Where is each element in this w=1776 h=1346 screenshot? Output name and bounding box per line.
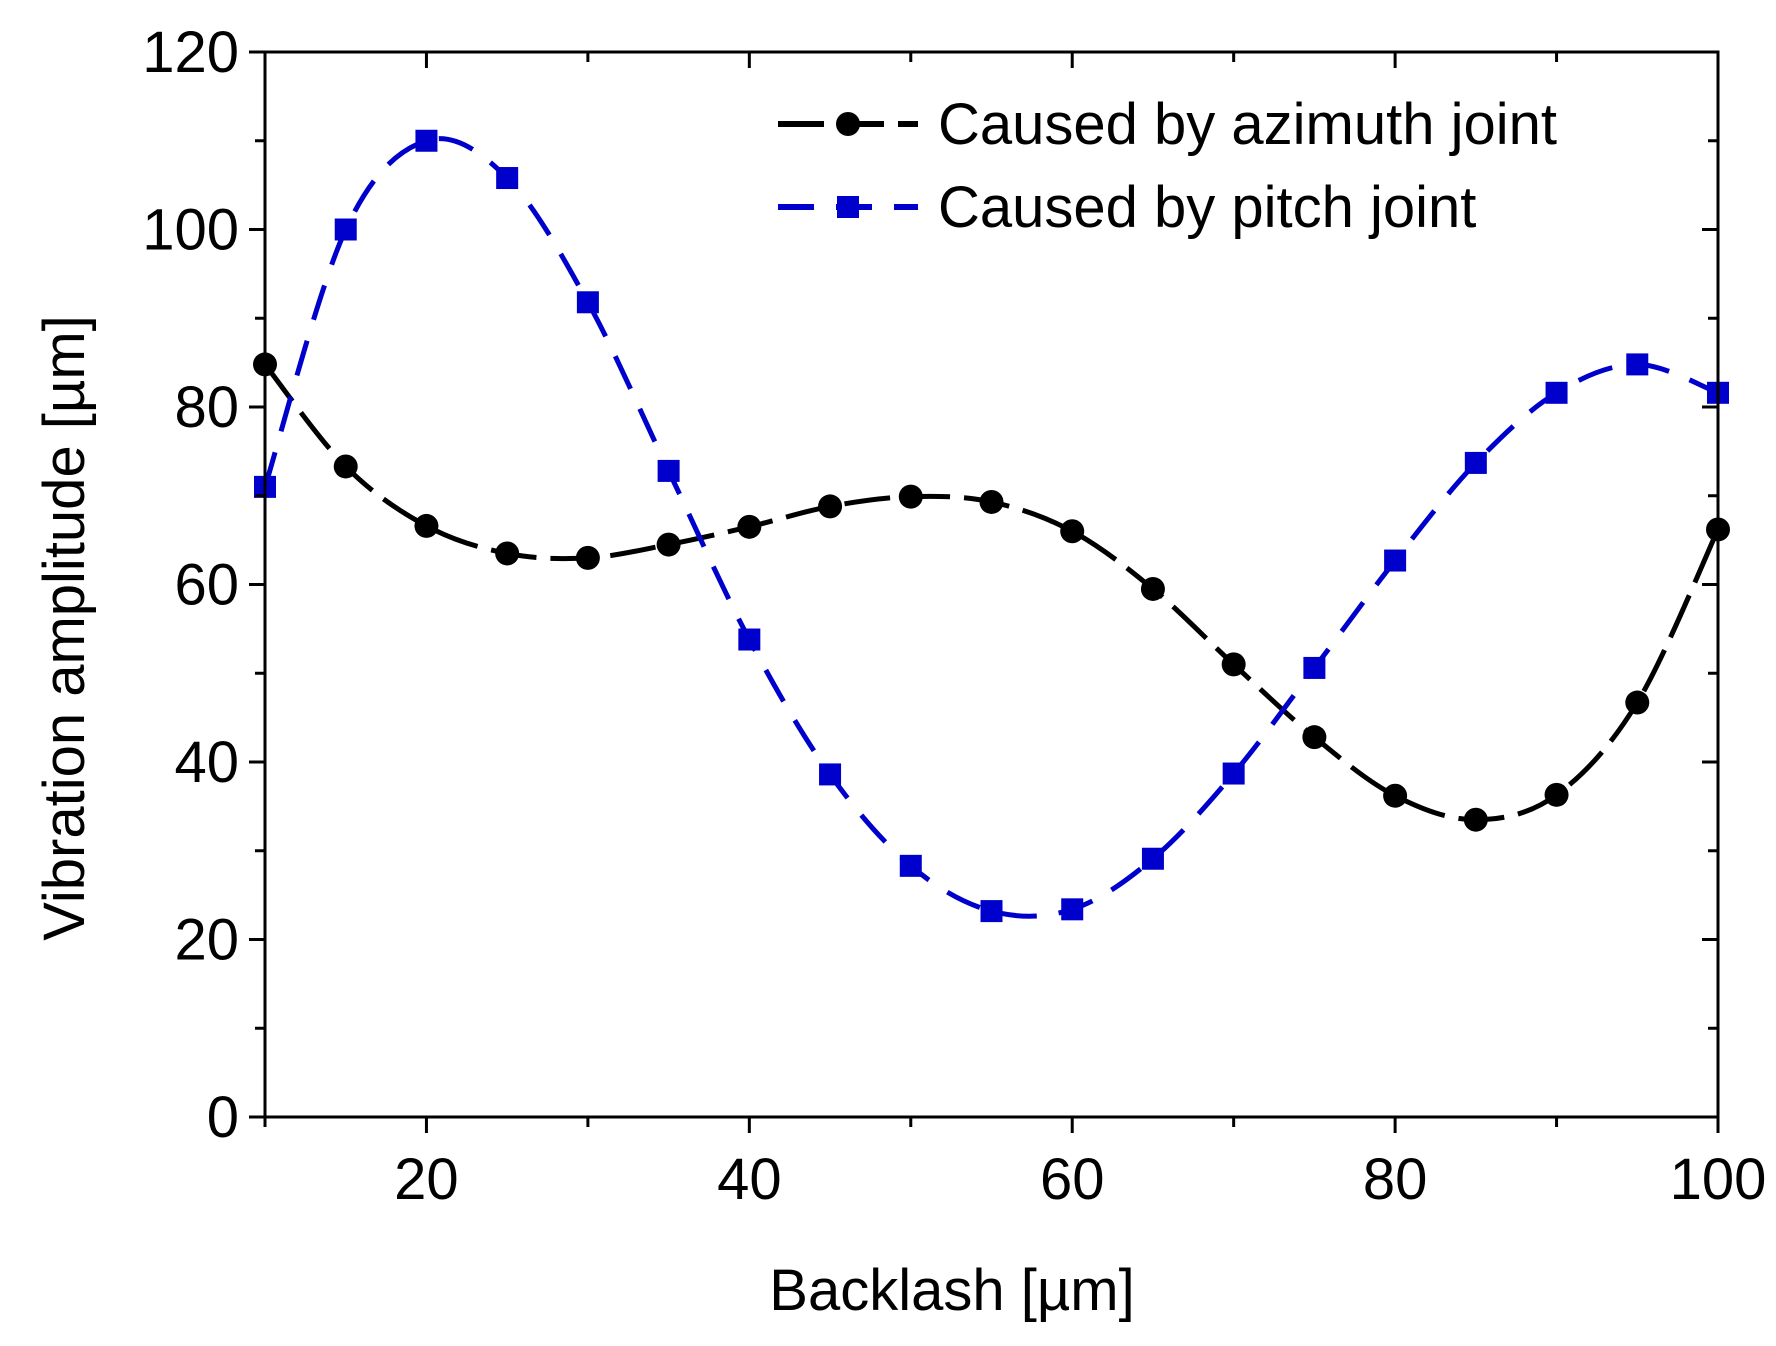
y-tick-label: 80 [174, 375, 239, 440]
x-tick-label: 60 [1040, 1147, 1105, 1212]
data-point-azimuth [1140, 576, 1165, 601]
data-point-azimuth [1625, 690, 1650, 715]
series-line-1 [262, 136, 1719, 919]
data-point-pitch [1626, 353, 1649, 376]
x-tick-label: 40 [717, 1147, 782, 1212]
y-tick-label: 0 [207, 1085, 239, 1150]
data-point-azimuth [1060, 519, 1085, 544]
data-point-azimuth [495, 541, 520, 566]
data-point-azimuth [1302, 725, 1327, 750]
y-tick-label: 40 [174, 730, 239, 795]
data-point-pitch [899, 854, 922, 877]
data-point-pitch [1141, 847, 1164, 870]
data-point-azimuth [333, 454, 358, 479]
axis-titles: Backlash [µm] Vibration amplitude [µm] [32, 315, 1135, 1323]
legend-marker-pitch [837, 196, 859, 218]
x-tick-label: 100 [1670, 1147, 1767, 1212]
data-point-azimuth [1383, 783, 1408, 808]
x-tick-label: 20 [394, 1147, 459, 1212]
data-point-pitch [1545, 381, 1568, 404]
data-point-azimuth [1463, 807, 1488, 832]
data-point-azimuth [818, 494, 843, 519]
x-axis-title: Backlash [µm] [769, 1258, 1134, 1323]
data-point-pitch [819, 763, 842, 786]
series-curves [262, 136, 1721, 919]
data-point-pitch [1384, 549, 1407, 572]
legend-marker-azimuth [836, 112, 860, 136]
legend-label-azimuth: Caused by azimuth joint [938, 92, 1557, 157]
tick-labels: 20 40 60 80 100 0 20 40 60 80 100 120 [142, 20, 1766, 1212]
data-point-azimuth [1544, 782, 1569, 807]
x-tick-label: 80 [1363, 1147, 1428, 1212]
data-point-pitch [738, 628, 761, 651]
data-point-pitch [1464, 451, 1487, 474]
data-point-azimuth [737, 514, 762, 539]
data-point-pitch [415, 129, 438, 152]
data-point-azimuth [979, 489, 1004, 514]
y-tick-label: 120 [142, 20, 239, 85]
y-tick-label: 20 [174, 908, 239, 973]
data-point-pitch [1222, 762, 1245, 785]
y-tick-label: 100 [142, 198, 239, 263]
data-point-azimuth [656, 532, 681, 557]
data-point-pitch [1303, 656, 1326, 679]
y-axis-title: Vibration amplitude [µm] [32, 315, 97, 941]
data-point-pitch [334, 218, 357, 241]
axis-ticks [249, 50, 1720, 1133]
series-line-0 [263, 362, 1721, 823]
y-tick-label: 60 [174, 553, 239, 618]
data-point-azimuth [1221, 652, 1246, 677]
series-markers [253, 129, 1730, 923]
data-point-pitch [980, 900, 1003, 923]
data-point-pitch [576, 291, 599, 314]
data-point-azimuth [575, 545, 600, 570]
data-point-pitch [496, 167, 519, 190]
legend: Caused by azimuth joint Caused by pitch … [778, 92, 1557, 240]
data-point-pitch [657, 459, 680, 482]
data-point-azimuth [898, 484, 923, 509]
data-point-azimuth [414, 513, 439, 538]
legend-label-pitch: Caused by pitch joint [938, 175, 1476, 240]
data-point-pitch [1061, 898, 1084, 921]
